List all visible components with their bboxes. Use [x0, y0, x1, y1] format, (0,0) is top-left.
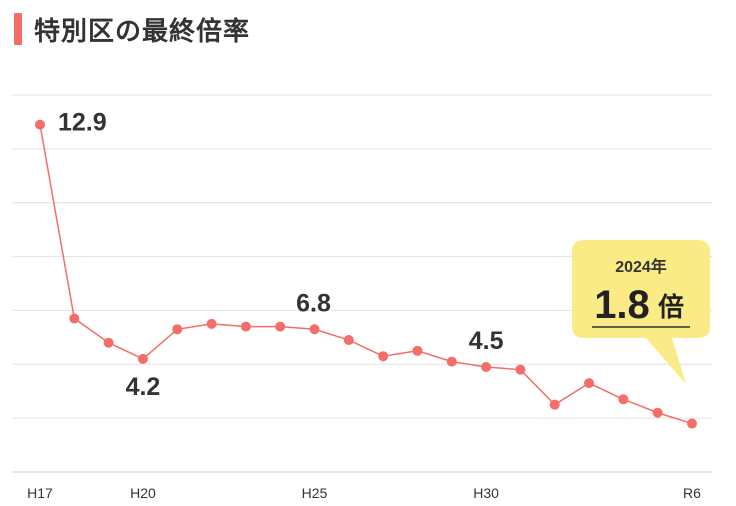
callout-unit: 倍 — [658, 292, 684, 323]
data-label: 6.8 — [296, 289, 331, 317]
data-point — [35, 119, 45, 130]
data-label: 12.9 — [58, 109, 107, 137]
data-point — [343, 335, 354, 346]
series-line — [39, 124, 693, 425]
data-points — [35, 119, 697, 429]
data-point — [515, 364, 526, 375]
data-label: 4.5 — [469, 327, 504, 355]
data-point — [275, 321, 286, 332]
data-point — [412, 345, 423, 356]
gridlines — [12, 94, 712, 473]
x-tick-label: H20 — [130, 485, 156, 501]
data-point — [103, 337, 114, 348]
data-point — [240, 321, 251, 332]
data-point — [206, 318, 217, 329]
data-labels: 12.9 4.2 6.8 4.5 — [58, 109, 504, 401]
data-point — [446, 356, 457, 367]
x-tick-label: H17 — [27, 485, 53, 501]
callout-year: 2024年 — [615, 257, 667, 276]
callout-bubble: 2024年 1.8 倍 — [572, 240, 710, 384]
chart-title: 特別区の最終倍率 — [14, 12, 251, 47]
data-point — [137, 353, 148, 364]
data-label: 4.2 — [126, 373, 161, 401]
callout-shape — [572, 240, 710, 384]
x-tick-label: H25 — [302, 485, 328, 501]
data-point — [309, 324, 320, 335]
x-tick-labels: H17 H20 H25 H30 R6 — [27, 485, 701, 501]
data-point — [172, 324, 183, 335]
data-point — [481, 361, 492, 372]
callout-value: 1.8 — [594, 283, 650, 327]
title-text: 特別区の最終倍率 — [34, 16, 251, 47]
data-point — [618, 394, 629, 405]
data-point — [549, 399, 560, 410]
data-point — [378, 351, 389, 362]
data-point — [584, 378, 595, 389]
x-tick-label: R6 — [683, 485, 701, 501]
data-point — [687, 418, 697, 429]
data-point — [652, 407, 663, 418]
data-point — [69, 313, 80, 324]
title-accent-bar — [14, 13, 22, 45]
x-tick-label: H30 — [473, 485, 499, 501]
